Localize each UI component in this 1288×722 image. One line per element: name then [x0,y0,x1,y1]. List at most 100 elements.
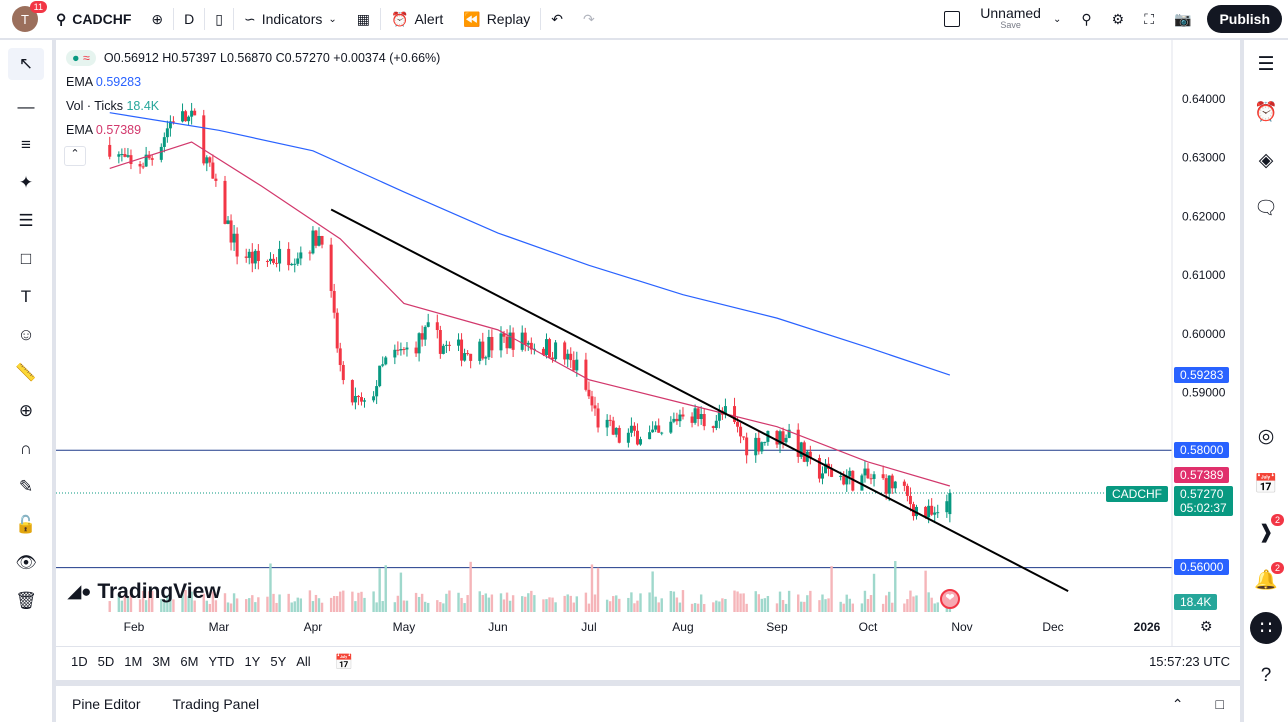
ema-fast-price-label: 0.57389 [1174,467,1230,483]
tab-pine-editor[interactable]: Pine Editor [72,696,141,712]
volume-bar [575,596,579,612]
chart-pane[interactable]: 0.64000 0.63000 0.62000 0.61000 0.60000 0.590… [56,40,1240,680]
target-icon[interactable]: ◎ [1257,425,1275,447]
collapse-panel-icon[interactable]: ⌃ [1171,695,1184,712]
publish-button[interactable]: Publish [1207,5,1282,33]
pattern-tool-icon[interactable]: ✦ [18,173,34,192]
fullscreen-button[interactable]: ⛶ [1134,0,1164,38]
candle-body [378,365,382,387]
lock-drawing-icon[interactable]: ✎ [18,477,34,496]
volume-bar [888,591,891,612]
fib-tool-icon[interactable]: ≡ [21,135,31,154]
alert-button[interactable]: ⏰ Alert [391,10,444,28]
watchlist-icon[interactable]: ☰ [1257,53,1275,75]
chat-icon[interactable]: 🗨 [1253,198,1279,219]
forecast-tool-icon[interactable]: ☰ [18,211,34,230]
undo-button[interactable]: ↶ [541,0,573,38]
range-ytd[interactable]: YTD [208,654,235,669]
range-5y[interactable]: 5Y [270,654,287,669]
clock[interactable]: 15:57:23 UTC [1149,654,1230,669]
notifications-icon[interactable]: 🔔 2 [1244,556,1288,604]
eye-icon[interactable]: 👁 [15,553,37,572]
price-tick: 0.63000 [1182,151,1226,165]
volume-bar [351,591,354,612]
calendar-icon[interactable]: 📅 [1254,474,1278,495]
magnet-icon[interactable]: ∩ [19,439,33,458]
range-1d[interactable]: 1D [71,654,88,669]
candle-body [796,429,800,457]
volume-legend[interactable]: Vol · Ticks 18.4K [66,99,160,113]
ema-slow-legend[interactable]: EMA 0.59283 [66,75,142,89]
range-5d[interactable]: 5D [97,654,115,669]
volume-bar [866,598,870,612]
candle-body [278,248,282,264]
range-1m[interactable]: 1M [124,654,143,669]
candle-body [320,235,324,245]
emoji-icon[interactable]: ☺ [17,325,35,344]
range-1y[interactable]: 1Y [244,654,261,669]
compare-button[interactable]: ⊕ [141,0,173,38]
volume-bar [787,590,791,612]
ema-fast-legend[interactable]: EMA 0.57389 [66,123,142,137]
volume-bar [654,596,657,612]
volume-bar [499,593,503,612]
last-price-label: 0.57270 05:02:37 [1174,486,1233,516]
replay-button[interactable]: ⏪ Replay [463,10,531,28]
search-icon: ⚲ [56,10,67,27]
snapshot-button[interactable]: 📷 [1164,0,1201,38]
help-icon[interactable]: ? [1260,665,1272,686]
indicators-button[interactable]: ∽ Indicators ⌄ [243,10,337,28]
candle-body [717,410,721,421]
maximize-panel-icon[interactable]: □ [1215,696,1224,712]
redo-button[interactable]: ↷ [573,0,605,38]
layouts-button[interactable]: ▦ [347,0,380,38]
candle-body [745,437,749,456]
range-6m[interactable]: 6M [180,654,199,669]
news-feed-icon[interactable]: ❱ 2 [1244,508,1288,556]
shape-tool-icon[interactable]: □ [20,249,32,268]
cursor-icon[interactable]: ↖ [8,48,44,80]
candle-body [890,475,894,489]
apps-icon[interactable]: ∷ [1244,604,1288,652]
range-all[interactable]: All [296,654,311,669]
axis-settings-icon[interactable]: ⚙ [1200,618,1213,634]
earnings-flag-icon[interactable]: ❤ [940,589,960,609]
volume-bar [860,603,864,612]
settings-button[interactable]: ⚙ [1102,0,1135,38]
zoom-in-icon[interactable]: ⊕ [18,401,34,420]
calendar-icon[interactable]: 📅 [334,653,354,671]
candle-body [593,405,597,409]
candle-body [247,251,251,258]
candle-body [265,261,269,263]
volume-bar [193,600,196,612]
candle-body [775,430,779,445]
interval-button[interactable]: D [184,11,195,27]
text-tool-icon[interactable]: T [20,287,32,306]
lock-icon[interactable]: 🔓 [15,515,37,534]
volume-bar [484,593,488,612]
volume-bar [490,594,494,612]
trash-icon[interactable]: 🗑 [15,591,37,610]
collapse-legend-button[interactable]: ⌃ [64,146,86,166]
quick-search-button[interactable]: ⚲ [1071,0,1101,38]
volume-bar [872,573,876,612]
trendline-tool-icon[interactable]: — [17,97,35,116]
range-3m[interactable]: 3M [152,654,171,669]
symbol-search[interactable]: ⚲ CADCHF [56,10,132,28]
candle-body [341,364,345,381]
candle-body [253,250,257,264]
candle-body [548,339,552,358]
alerts-clock-icon[interactable]: ⏰ [1254,102,1278,123]
avatar[interactable]: T 11 [12,1,47,32]
tab-trading-panel[interactable]: Trading Panel [172,696,260,712]
layers-icon[interactable]: ◈ [1258,149,1274,171]
candle-body [551,357,555,360]
price-chart[interactable]: 0.64000 0.63000 0.62000 0.61000 0.60000 0.590… [56,40,1240,646]
time-tick: Aug [672,620,693,634]
candle-body [733,406,737,422]
ruler-icon[interactable]: 📏 [15,363,37,382]
chart-type-button[interactable]: ▯ [205,0,233,38]
volume-bar [202,593,205,612]
candle-body [824,463,828,474]
layout-menu[interactable]: Unnamed Save ⌄ [934,0,1071,38]
